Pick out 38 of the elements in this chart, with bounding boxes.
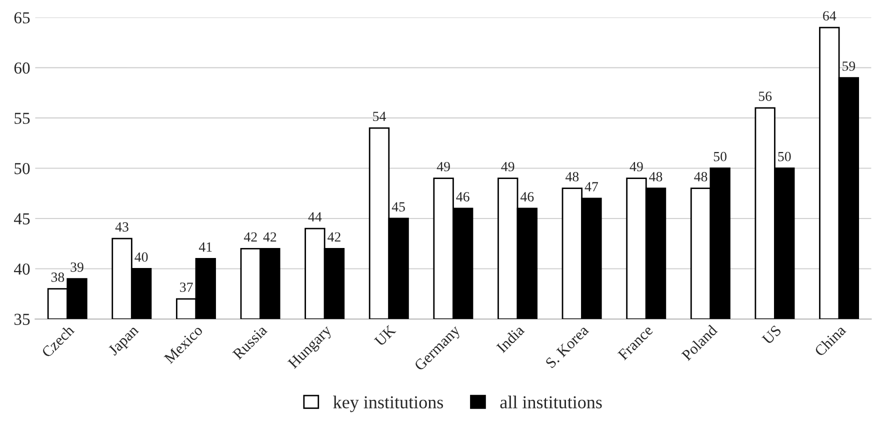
data-label: 49	[436, 162, 450, 172]
data-label: 59	[842, 61, 856, 71]
data-label: 38	[51, 272, 64, 282]
data-label: 64	[823, 11, 836, 21]
data-label: 42	[263, 232, 276, 242]
y-tick-label: 45	[14, 213, 30, 224]
data-label: 40	[134, 252, 148, 262]
data-label: 42	[328, 232, 340, 242]
data-label: 48	[694, 172, 708, 182]
legend-label: key institutions	[333, 396, 444, 412]
data-label: 46	[520, 192, 534, 202]
data-label: 49	[501, 162, 514, 172]
data-label: 54	[373, 112, 386, 122]
y-tick-label: 60	[14, 62, 30, 74]
data-label: 48	[649, 172, 662, 182]
y-tick-label: 35	[14, 314, 30, 325]
x-tick-label: US	[762, 324, 782, 346]
y-tick-label: 50	[14, 162, 30, 174]
data-label: 49	[630, 162, 643, 172]
x-tick-label: UK	[374, 324, 396, 347]
data-label: 37	[180, 282, 193, 292]
y-tick-label: 55	[14, 112, 30, 124]
data-label: 45	[392, 202, 405, 212]
data-label: 44	[308, 212, 322, 222]
data-label: 48	[565, 172, 579, 182]
data-label: 50	[778, 152, 791, 162]
y-tick-label: 65	[14, 12, 30, 24]
data-label: 56	[758, 92, 772, 101]
y-tick-label: 40	[14, 263, 30, 275]
data-label: 42	[244, 232, 257, 242]
data-label: 41	[198, 242, 212, 252]
x-tick-label: India	[496, 324, 525, 354]
legend-label: all institutions	[500, 396, 602, 408]
data-label: 43	[115, 222, 128, 232]
data-label: 39	[70, 262, 84, 272]
data-label: 50	[714, 152, 726, 162]
data-label: 46	[456, 192, 470, 202]
data-label: 47	[584, 182, 598, 192]
